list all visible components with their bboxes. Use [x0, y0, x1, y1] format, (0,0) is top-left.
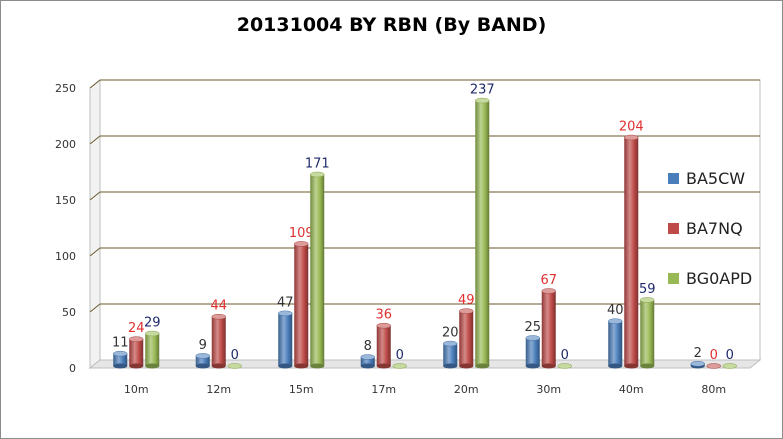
- bar-BA5CW-40m: [608, 318, 623, 369]
- data-label: 11: [112, 336, 129, 351]
- gridline-side: [89, 79, 101, 89]
- data-label: 2: [694, 346, 702, 361]
- legend-swatch: [668, 223, 679, 234]
- bar-BG0APD-30m: [557, 363, 572, 369]
- y-tick-label: 150: [55, 194, 76, 207]
- y-tick-label: 250: [55, 82, 76, 95]
- bar-BA5CW-10m: [113, 350, 128, 369]
- plot-side-wall: [89, 78, 101, 370]
- data-label: 0: [561, 348, 569, 363]
- y-tick-label: 100: [55, 250, 76, 263]
- bar-BG0APD-12m: [227, 363, 242, 369]
- x-tick-label: 30m: [536, 383, 561, 396]
- legend-label: BG0APD: [686, 269, 752, 288]
- x-tick-label: 17m: [371, 383, 396, 396]
- bar-BG0APD-20m: [475, 97, 490, 369]
- data-label: 24: [128, 321, 145, 336]
- bar-BA7NQ-30m: [541, 288, 556, 369]
- bar-BG0APD-10m: [145, 330, 160, 369]
- y-tick-label: 0: [69, 362, 76, 375]
- bar-BG0APD-17m: [392, 363, 407, 369]
- data-label: 8: [364, 339, 372, 354]
- bar-BG0APD-40m: [640, 297, 655, 369]
- data-label: 204: [619, 120, 644, 135]
- y-tick-label: 200: [55, 138, 76, 151]
- data-label: 25: [524, 320, 541, 335]
- data-label: 47: [277, 295, 294, 310]
- data-label: 29: [144, 316, 161, 331]
- bar-BA7NQ-12m: [211, 313, 226, 369]
- bar-BA7NQ-17m: [376, 322, 391, 369]
- legend-swatch: [668, 273, 679, 284]
- legend-swatch: [668, 173, 679, 184]
- gridline-side: [89, 191, 101, 201]
- y-tick-label: 50: [62, 306, 76, 319]
- bar-BA7NQ-20m: [459, 308, 474, 369]
- data-label: 44: [210, 299, 227, 314]
- gridline-side: [89, 135, 101, 145]
- bar-BA5CW-12m: [195, 353, 210, 369]
- chart-title: 20131004 BY RBN (By BAND): [236, 14, 547, 36]
- x-tick-label: 80m: [701, 383, 726, 396]
- data-label: 9: [199, 338, 207, 353]
- plot-floor: [88, 359, 762, 369]
- bar-BA7NQ-15m: [294, 241, 309, 369]
- bar-BG0APD-80m: [722, 363, 737, 369]
- data-label: 36: [375, 308, 392, 323]
- bar-BA7NQ-10m: [129, 336, 144, 369]
- x-tick-label: 40m: [619, 383, 644, 396]
- data-label: 40: [607, 303, 624, 318]
- data-label: 0: [710, 348, 718, 363]
- data-label: 0: [396, 348, 404, 363]
- data-label: 0: [231, 348, 239, 363]
- data-label: 171: [305, 156, 330, 171]
- gridline-side: [89, 303, 101, 313]
- plot-back-wall: [99, 79, 761, 361]
- x-tick-label: 15m: [289, 383, 314, 396]
- data-label: 237: [470, 83, 495, 98]
- bar-BA7NQ-40m: [624, 134, 639, 369]
- legend-label: BA5CW: [686, 169, 745, 188]
- x-tick-label: 12m: [206, 383, 231, 396]
- bar-BA5CW-30m: [525, 335, 540, 369]
- x-tick-label: 20m: [454, 383, 479, 396]
- bar-BA5CW-15m: [278, 310, 293, 369]
- gridline-side: [89, 247, 101, 257]
- bar-BG0APD-15m: [310, 171, 325, 369]
- x-tick-label: 10m: [124, 383, 149, 396]
- data-label: 67: [540, 273, 557, 288]
- data-label: 59: [639, 282, 656, 297]
- bar-BA7NQ-80m: [706, 363, 721, 369]
- data-label: 20: [442, 326, 459, 341]
- bar-BA5CW-20m: [443, 340, 458, 369]
- data-label: 109: [289, 226, 314, 241]
- data-label: 0: [726, 348, 734, 363]
- bar-BA5CW-80m: [690, 361, 705, 369]
- legend-label: BA7NQ: [686, 219, 743, 238]
- data-label: 49: [458, 293, 475, 308]
- bar-BA5CW-17m: [360, 354, 375, 369]
